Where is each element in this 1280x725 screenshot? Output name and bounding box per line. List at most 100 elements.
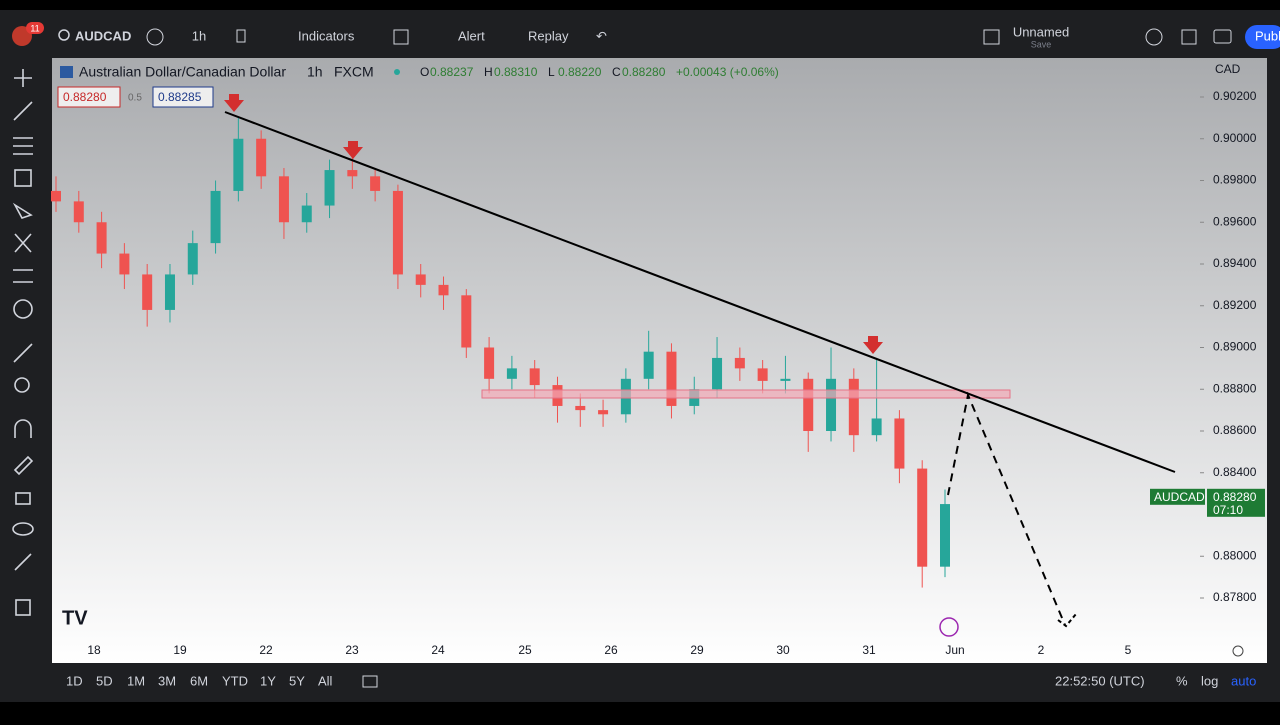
price-tick: 0.88400 xyxy=(1213,465,1257,479)
trendline[interactable] xyxy=(224,111,1176,473)
sell-box[interactable] xyxy=(57,86,121,108)
axis-settings[interactable] xyxy=(1232,645,1244,657)
arrow-marker xyxy=(863,336,883,354)
ohlc-value: 0.88220 xyxy=(558,65,602,79)
indicators[interactable]: Indicators xyxy=(298,28,355,43)
candle-body xyxy=(917,468,928,567)
magnet-tool[interactable] xyxy=(14,419,32,438)
candle-body xyxy=(757,368,768,381)
candle-body xyxy=(712,357,723,390)
fullscreen-icon[interactable] xyxy=(1181,29,1197,45)
symbol[interactable]: AUDCAD xyxy=(75,28,131,43)
snapshot-icon[interactable] xyxy=(1213,29,1232,44)
publish-button[interactable] xyxy=(1245,25,1280,49)
ohlc: O 0.88237 H 0.88310 L 0.88220 C 0.88280 +0.00043… xyxy=(420,65,779,79)
goto-date[interactable] xyxy=(362,675,378,688)
ruler-tool[interactable] xyxy=(13,343,33,363)
publish[interactable]: Publ xyxy=(1255,28,1280,43)
candle-body xyxy=(415,274,426,285)
price-tick: 0.87800 xyxy=(1213,590,1257,604)
buy-box[interactable] xyxy=(152,86,214,108)
candle-body xyxy=(438,284,449,296)
ohlc-label: O xyxy=(420,65,429,79)
price-tick: 0.88600 xyxy=(1213,423,1257,437)
range-button[interactable]: 5Y xyxy=(289,673,305,688)
range-button[interactable]: 5D xyxy=(96,673,113,688)
projection[interactable] xyxy=(947,391,1066,626)
link-tool[interactable] xyxy=(14,553,32,571)
event-icon[interactable] xyxy=(939,617,959,637)
icons-tool[interactable] xyxy=(13,299,33,319)
range-button[interactable]: 1Y xyxy=(260,673,276,688)
trendline-tool[interactable] xyxy=(13,101,33,121)
flag xyxy=(60,66,73,78)
range-button[interactable]: All xyxy=(318,673,333,688)
sell-price[interactable]: 0.88280 xyxy=(63,90,107,104)
candle-body xyxy=(461,295,472,348)
lock-tool[interactable] xyxy=(15,492,31,505)
hide-tool[interactable] xyxy=(12,522,34,536)
range-button[interactable]: 6M xyxy=(190,673,208,688)
interval[interactable]: 1h xyxy=(192,28,206,43)
currency[interactable]: CAD xyxy=(1215,62,1241,76)
layout-icon[interactable] xyxy=(983,29,1000,45)
save[interactable]: Save xyxy=(1031,39,1052,49)
brush-tool[interactable] xyxy=(12,202,33,219)
time-tick: Jun xyxy=(945,643,964,657)
add-icon[interactable] xyxy=(146,28,164,46)
zoom-tool[interactable] xyxy=(14,377,30,393)
time-tick: 24 xyxy=(431,643,445,657)
change: +0.00043 (+0.06%) xyxy=(676,65,779,79)
candle-body xyxy=(529,368,540,386)
replay[interactable]: Replay xyxy=(528,28,569,43)
candle-body xyxy=(324,170,335,206)
ohlc-label: H xyxy=(484,65,493,79)
auto[interactable]: auto xyxy=(1231,673,1256,688)
countdown: 07:10 xyxy=(1213,503,1243,517)
alert[interactable]: Alert xyxy=(458,28,485,43)
chart-type-icon[interactable] xyxy=(236,29,246,43)
candle-body xyxy=(848,378,859,436)
log[interactable]: log xyxy=(1201,673,1218,688)
legend-source: FXCM xyxy=(334,64,374,80)
candle-body xyxy=(347,170,358,177)
price-axis: CAD 0.90200 0.90000 0.89800 0.89600 0.89400 0… xyxy=(1150,62,1265,604)
time-tick: 19 xyxy=(173,643,187,657)
buy-price[interactable]: 0.88285 xyxy=(158,90,202,104)
templates-icon[interactable] xyxy=(393,29,409,45)
delete-tool[interactable] xyxy=(15,599,31,616)
last-price: 0.88280 xyxy=(1213,490,1257,504)
notification: 11 xyxy=(30,23,39,33)
candle-body xyxy=(826,378,837,431)
range-button[interactable]: 3M xyxy=(158,673,176,688)
ohlc-value: 0.88310 xyxy=(494,65,538,79)
range-button[interactable]: YTD xyxy=(222,673,248,688)
undo[interactable]: ↶ xyxy=(596,28,607,43)
percent[interactable]: % xyxy=(1176,673,1188,688)
range-button[interactable]: 1M xyxy=(127,673,145,688)
pattern-tool[interactable] xyxy=(14,233,32,253)
time-tick: 18 xyxy=(87,643,101,657)
candle-body xyxy=(301,205,312,223)
arrow-marker xyxy=(343,141,363,159)
market-status xyxy=(394,69,400,75)
layout-name[interactable]: Unnamed xyxy=(1013,24,1069,39)
candle-body xyxy=(871,418,882,436)
shape-tool[interactable] xyxy=(14,169,32,187)
legend-title: Australian Dollar/Canadian Dollar xyxy=(79,64,286,80)
candle-body xyxy=(598,410,609,415)
draw-mode-tool[interactable] xyxy=(13,455,34,476)
price-tick: 0.88000 xyxy=(1213,548,1257,562)
time-tick: 2 xyxy=(1038,643,1045,657)
clock: 22:52:50 (UTC) xyxy=(1055,673,1145,688)
ohlc-value: 0.88280 xyxy=(622,65,666,79)
range-button[interactable]: 1D xyxy=(66,673,83,688)
support-zone[interactable] xyxy=(481,389,1011,399)
candle-body xyxy=(780,378,791,381)
settings-icon[interactable] xyxy=(1145,28,1163,46)
ohlc-label: L xyxy=(548,65,555,79)
price-tick: 0.89800 xyxy=(1213,173,1257,187)
candle-body xyxy=(73,201,84,223)
top-bar: 11 AUDCAD 1h Indicators Alert Replay ↶ U… xyxy=(12,22,1280,49)
